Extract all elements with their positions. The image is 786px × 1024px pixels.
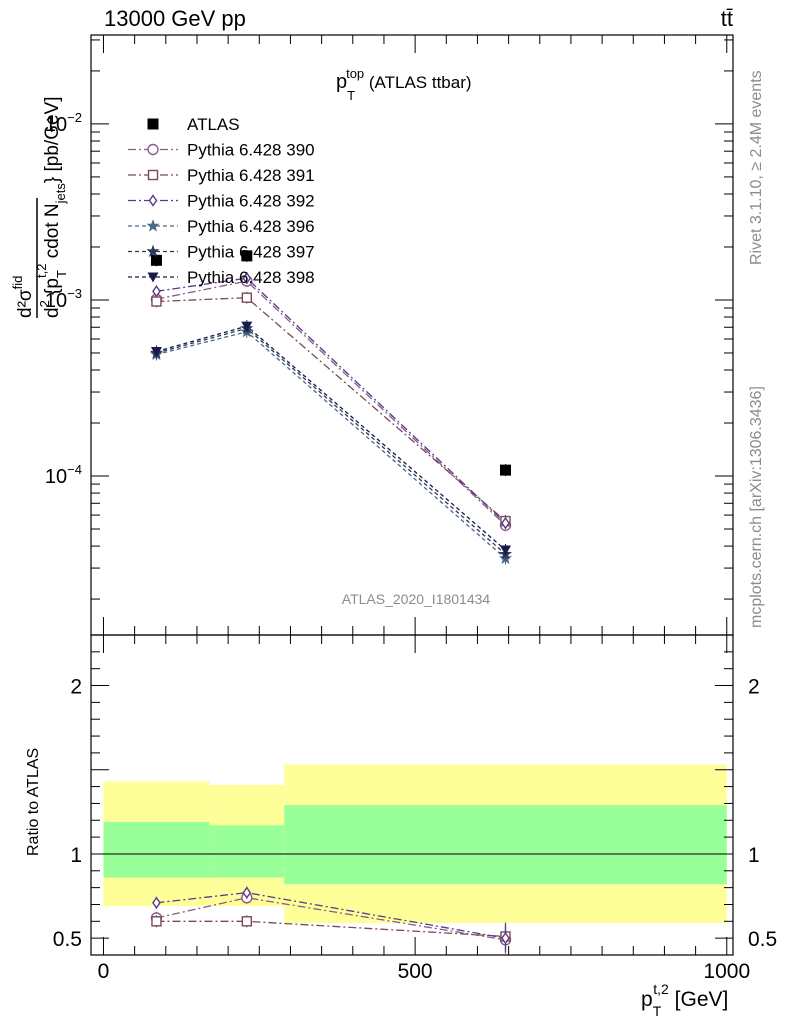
band-inner-2 bbox=[284, 805, 727, 885]
main-line-series-5 bbox=[156, 327, 506, 555]
legend-label-0: ATLAS bbox=[187, 115, 240, 134]
energy-label: 13000 GeV pp bbox=[104, 6, 246, 31]
legend-marker-1 bbox=[147, 143, 159, 156]
legend-label-3: Pythia 6.428 392 bbox=[187, 192, 315, 211]
main-point-2-1 bbox=[241, 292, 253, 303]
legend-marker-2 bbox=[147, 169, 159, 181]
main-point-6-2 bbox=[499, 545, 511, 556]
legend-marker-0 bbox=[147, 118, 159, 130]
ratio-ytick-label-right-0: 0.5 bbox=[748, 928, 777, 951]
ratio-frame bbox=[90, 634, 734, 956]
main-point-3-1 bbox=[242, 271, 252, 285]
main-point-3-2 bbox=[501, 516, 510, 530]
legend-label-2: Pythia 6.428 391 bbox=[187, 166, 315, 185]
legend-marker-4 bbox=[146, 219, 160, 232]
plot-title: pTtop (ATLAS ttbar) bbox=[336, 66, 472, 103]
ratio-ytick-label-right-2: 2 bbox=[748, 676, 760, 699]
xtick-label-0: 0 bbox=[98, 960, 110, 983]
main-line-series-2 bbox=[156, 297, 506, 522]
ratio-ytick-label-right-1: 1 bbox=[748, 844, 760, 867]
rivet-label: Rivet 3.1.10, ≥ 2.4M events bbox=[748, 70, 765, 265]
ratio-ytick-label-left-1: 1 bbox=[70, 844, 82, 867]
ratio-line-series-1 bbox=[156, 920, 506, 938]
band-inner-1 bbox=[209, 825, 285, 878]
main-point-6-0 bbox=[150, 346, 162, 357]
xtick-label-1: 500 bbox=[398, 960, 433, 983]
ratio-bands bbox=[103, 764, 727, 923]
main-line-series-4 bbox=[156, 331, 506, 559]
legend-marker-6 bbox=[147, 272, 159, 283]
main-point-0-0 bbox=[150, 254, 162, 266]
main-line-series-3 bbox=[156, 277, 506, 524]
main-ytick-label-0: 10−2 bbox=[45, 110, 82, 136]
legend-marker-3 bbox=[148, 194, 158, 207]
xtick-label-2: 1000 bbox=[703, 960, 750, 983]
ratio-point-1-1 bbox=[241, 916, 253, 927]
legend-marker-5 bbox=[146, 244, 160, 258]
legend-label-6: Pythia 6.428 398 bbox=[187, 268, 315, 287]
main-point-0-1 bbox=[241, 250, 253, 262]
main-line-series-6 bbox=[156, 325, 506, 551]
main-point-6-1 bbox=[241, 321, 253, 332]
ratio-point-2-1 bbox=[242, 886, 252, 899]
ratio-ytick-label-left-0: 0.5 bbox=[53, 928, 82, 951]
legend-label-5: Pythia 6.428 397 bbox=[187, 243, 315, 262]
axes: 10−2 10−3 10−4 0.5 0.5 1 1 2 2 0 500 1000 bbox=[45, 34, 777, 983]
analysis-watermark: ATLAS_2020_I1801434 bbox=[342, 591, 491, 607]
mcplots-label: mcplots.cern.ch [arXiv:1306.3436] bbox=[748, 386, 765, 628]
ratio-point-1-0 bbox=[151, 916, 162, 927]
main-point-3-0 bbox=[152, 285, 161, 298]
ratio-point-2-2 bbox=[501, 931, 510, 945]
main-ytick-label-1: 10−3 bbox=[45, 286, 82, 312]
ratio-y-axis-label: Ratio to ATLAS bbox=[25, 748, 42, 856]
main-point-0-2 bbox=[499, 464, 511, 476]
legend: ATLAS Pythia 6.428 390 Pythia 6.428 391 Pyt… bbox=[128, 115, 315, 287]
main-point-2-0 bbox=[151, 296, 162, 307]
ratio-ytick-label-left-2: 2 bbox=[70, 676, 82, 699]
svg-text:d²σfid: d²σfid bbox=[10, 276, 36, 318]
x-axis-label: pTt,2 [GeV] bbox=[641, 981, 728, 1019]
main-line-series-1 bbox=[156, 280, 506, 526]
svg-text:d2 {pTt,2 cdot Njets} [pb/GeV]: d2 {pTt,2 cdot Njets} [pb/GeV] bbox=[34, 97, 69, 319]
ratio-point-2-0 bbox=[152, 896, 161, 910]
band-inner-0 bbox=[103, 821, 210, 878]
legend-label-1: Pythia 6.428 390 bbox=[187, 141, 315, 160]
process-label: tt̄ bbox=[721, 6, 733, 31]
main-y-axis-label: d²σfid d2 {pTt,2 cdot Njets} [pb/GeV] bbox=[10, 97, 69, 319]
series-markers bbox=[149, 249, 513, 954]
main-ytick-label-2: 10−4 bbox=[45, 462, 82, 488]
legend-label-4: Pythia 6.428 396 bbox=[187, 217, 315, 236]
